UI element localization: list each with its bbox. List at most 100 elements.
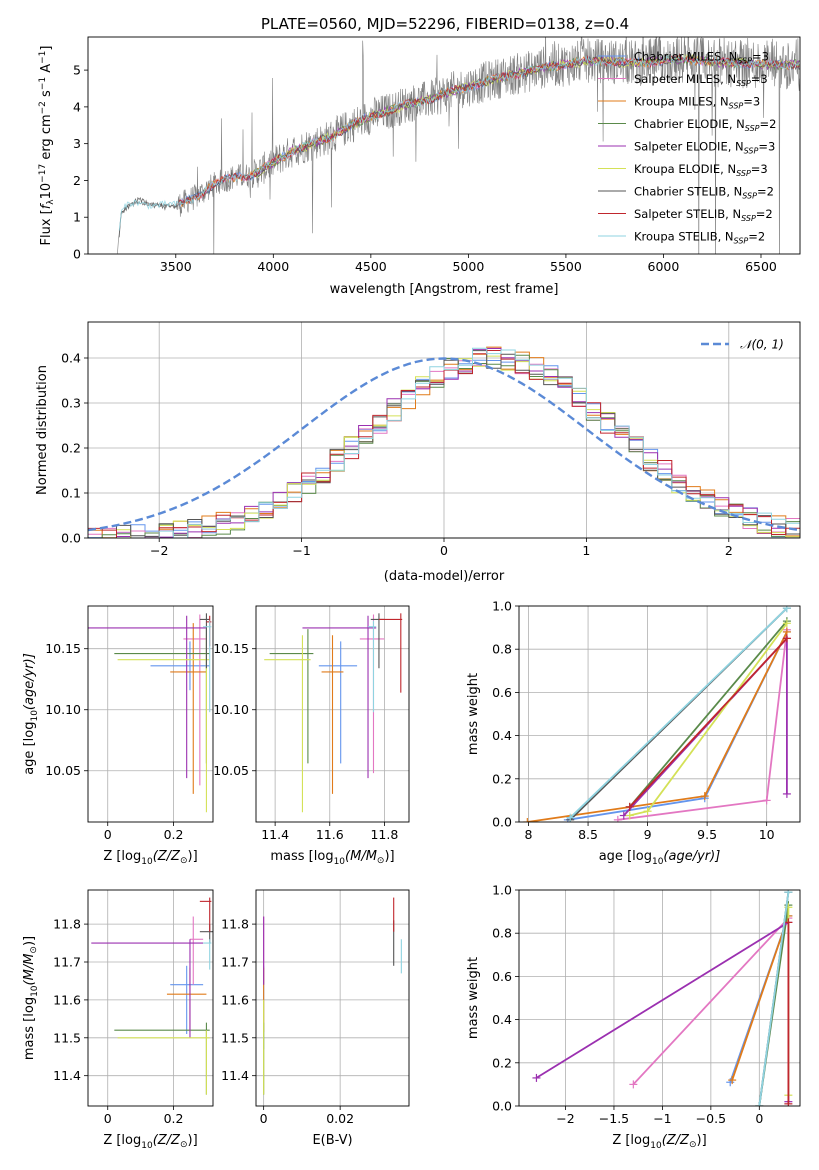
x-tick-label: 4000 bbox=[257, 259, 289, 274]
plot-area bbox=[263, 897, 402, 1095]
x-tick-label: 9.5 bbox=[697, 827, 717, 842]
y-tick-label: 0.8 bbox=[492, 926, 512, 941]
x-tick-label: 0.2 bbox=[164, 1111, 184, 1126]
model-spectrum-line bbox=[179, 55, 800, 208]
legend-label: Chabrier STELIB, NSSP=2 bbox=[634, 185, 774, 201]
y-tick-label: 0.4 bbox=[492, 1012, 512, 1027]
y-tick-label: 1.0 bbox=[492, 883, 512, 898]
y-tick-label: 1.0 bbox=[492, 599, 512, 614]
legend-label: 𝒩(0, 1) bbox=[740, 338, 784, 352]
x-tick-label: 0 bbox=[104, 1111, 112, 1126]
x-tick-label: 11.6 bbox=[316, 827, 344, 842]
x-tick-label: −2 bbox=[556, 1111, 574, 1126]
legend-label: Salpeter ELODIE, NSSP=3 bbox=[634, 140, 775, 156]
y-axis-label: Flux [fλ10−17 erg cm−2 s−1 A−1] bbox=[38, 46, 56, 246]
y-tick-label: 11.4 bbox=[221, 1068, 249, 1083]
y-tick-label: 0.3 bbox=[61, 396, 81, 411]
y-tick-label: 5 bbox=[73, 63, 81, 78]
x-tick-label: 1 bbox=[582, 543, 590, 558]
y-tick-label: 10.10 bbox=[45, 702, 81, 717]
x-tick-label: 9 bbox=[644, 827, 652, 842]
y-tick-label: 0.1 bbox=[61, 486, 81, 501]
panel-weight_vs_Z: −2 −1.5 −1 −0.5 0 0.0 0.2 0.4 0.6 0.8 1.0 Z [log10(… bbox=[466, 883, 801, 1151]
y-tick-label: 10.10 bbox=[213, 702, 249, 717]
mass-weight-line bbox=[629, 620, 788, 808]
y-tick-label: 0.0 bbox=[492, 1099, 512, 1114]
x-axis-label: wavelength [Angstrom, rest frame] bbox=[330, 282, 559, 297]
mass-weight-line bbox=[527, 631, 788, 822]
y-tick-label: 0.6 bbox=[492, 969, 512, 984]
residual-histogram-step bbox=[88, 347, 800, 538]
panel-age_vs_Z: 0 0.2 10.05 10.10 10.15 Z [log10(Z/Z⊙)] age [l… bbox=[22, 605, 214, 867]
x-tick-label: −0.5 bbox=[696, 1111, 726, 1126]
x-tick-label: 11.4 bbox=[261, 827, 289, 842]
panel-mass_vs_ebv: 0 0.02 11.4 11.5 11.6 11.7 11.8 E(B-V) bbox=[221, 889, 410, 1148]
x-tick-label: 10 bbox=[759, 827, 775, 842]
mass-weight-line bbox=[632, 917, 790, 1086]
plot-area bbox=[88, 346, 800, 538]
x-axis-label: age [log10(age/yr)] bbox=[599, 849, 721, 867]
mass-weight-line bbox=[758, 892, 790, 1106]
residual-histogram-step bbox=[88, 346, 800, 538]
x-tick-label: −1 bbox=[653, 1111, 671, 1126]
figure-title: PLATE=0560, MJD=52296, FIBERID=0138, z=0… bbox=[261, 15, 629, 33]
y-tick-label: 11.7 bbox=[53, 955, 81, 970]
plot-area bbox=[523, 606, 791, 822]
y-axis-label: mass [log10(M/M⊙)] bbox=[22, 936, 40, 1060]
x-tick-label: 0.02 bbox=[326, 1111, 354, 1126]
x-tick-label: 8.5 bbox=[578, 827, 598, 842]
y-tick-label: 0.0 bbox=[492, 815, 512, 830]
y-tick-label: 0.2 bbox=[492, 771, 512, 786]
x-axis-label: Z [log10(Z/Z⊙)] bbox=[103, 1133, 197, 1151]
normal-distribution-curve bbox=[88, 357, 800, 532]
legend-label: Chabrier MILES, NSSP=3 bbox=[634, 50, 769, 66]
x-tick-label: 6500 bbox=[745, 259, 777, 274]
y-axis-label: mass weight bbox=[466, 957, 481, 1039]
y-tick-label: 10.15 bbox=[45, 641, 81, 656]
x-tick-label: 8 bbox=[525, 827, 533, 842]
legend-label: Chabrier ELODIE, NSSP=2 bbox=[634, 117, 776, 133]
axes-frame bbox=[87, 605, 214, 823]
panel-spectrum: 3500 4000 4500 5000 5500 6000 6500 0 1 2 3 4 5 wavele… bbox=[38, 36, 801, 297]
mass-weight-line bbox=[629, 622, 788, 817]
axes-frame bbox=[518, 605, 801, 823]
x-tick-label: 0 bbox=[440, 543, 448, 558]
mass-weight-line bbox=[629, 637, 788, 808]
plot-area bbox=[532, 890, 793, 1106]
x-tick-label: 11.8 bbox=[370, 827, 398, 842]
x-tick-label: 6000 bbox=[648, 259, 680, 274]
y-tick-label: 11.4 bbox=[53, 1068, 81, 1083]
x-tick-label: 0 bbox=[260, 1111, 268, 1126]
y-tick-label: 11.5 bbox=[53, 1030, 81, 1045]
y-tick-label: 11.6 bbox=[221, 992, 249, 1007]
panel-mass_vs_Z: 0 0.2 11.4 11.5 11.6 11.7 11.8 Z [log10(Z/Z⊙)] m… bbox=[22, 889, 214, 1151]
model-spectrum-line bbox=[118, 54, 800, 231]
axes-frame bbox=[87, 889, 214, 1107]
y-tick-label: 11.8 bbox=[53, 917, 81, 932]
axes-frame bbox=[518, 889, 801, 1107]
y-tick-label: 0.2 bbox=[492, 1055, 512, 1070]
y-tick-label: 11.5 bbox=[221, 1030, 249, 1045]
panel-weight_vs_age: 8 8.5 9 9.5 10 0.0 0.2 0.4 0.6 0.8 1.0 age [log10(a… bbox=[466, 599, 801, 867]
x-axis-label: E(B-V) bbox=[312, 1133, 352, 1148]
y-tick-label: 11.8 bbox=[221, 917, 249, 932]
y-tick-label: 0.6 bbox=[492, 685, 512, 700]
y-tick-label: 2 bbox=[73, 173, 81, 188]
y-axis-label: age [log10(age/yr)] bbox=[22, 653, 40, 775]
y-tick-label: 10.05 bbox=[45, 763, 81, 778]
legend-label: Kroupa ELODIE, NSSP=3 bbox=[634, 162, 768, 178]
plot-area bbox=[91, 897, 213, 1095]
x-tick-label: 0.2 bbox=[164, 827, 184, 842]
x-tick-label: −1 bbox=[292, 543, 310, 558]
x-tick-label: 5500 bbox=[550, 259, 582, 274]
axes-frame bbox=[255, 605, 410, 823]
axes-frame bbox=[87, 321, 801, 539]
x-tick-label: 5000 bbox=[452, 259, 484, 274]
y-tick-label: 1 bbox=[73, 210, 81, 225]
plot-area bbox=[264, 613, 403, 813]
y-tick-label: 11.7 bbox=[221, 955, 249, 970]
y-tick-label: 3 bbox=[73, 136, 81, 151]
legend-label: Salpeter STELIB, NSSP=2 bbox=[634, 207, 773, 223]
y-tick-label: 0 bbox=[73, 247, 81, 262]
